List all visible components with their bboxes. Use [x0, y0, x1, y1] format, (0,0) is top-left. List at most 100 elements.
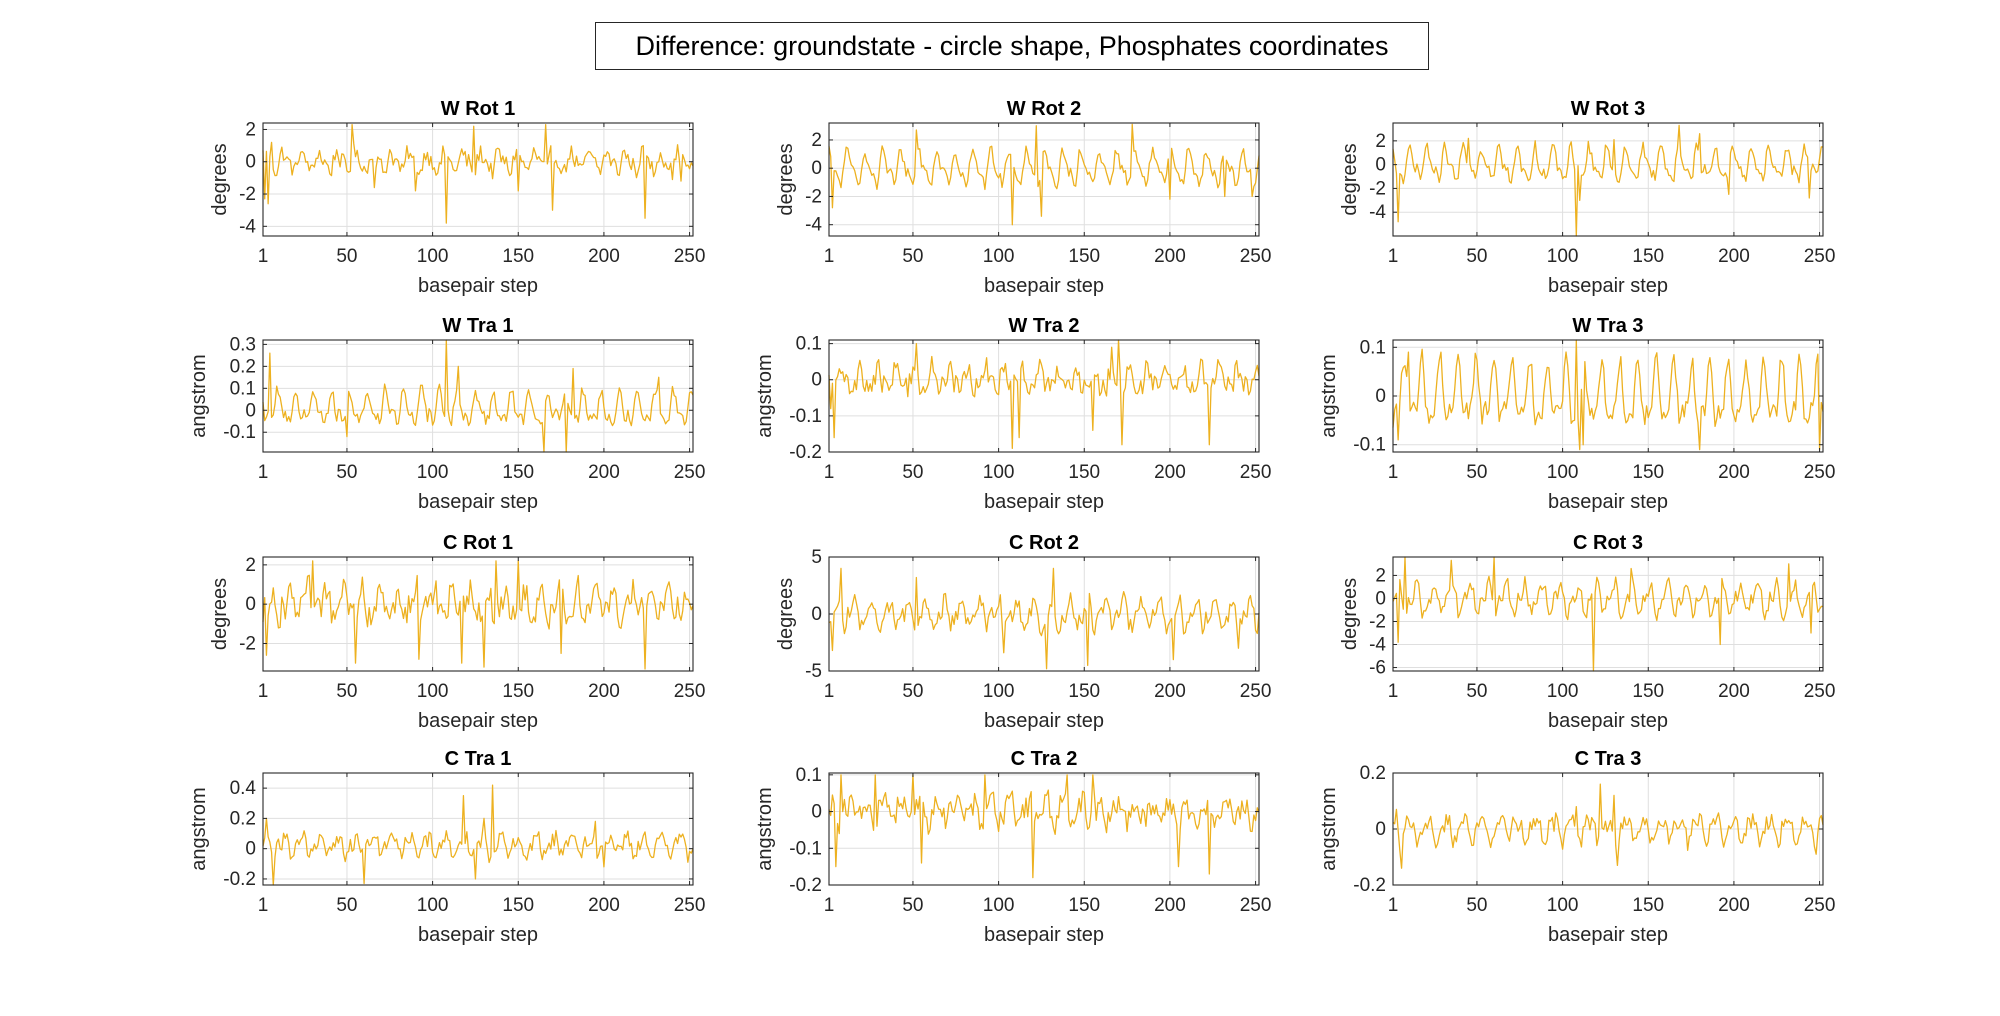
y-axis-label: degrees	[1339, 578, 1361, 650]
y-tick-label: 0	[245, 839, 256, 860]
x-axis-label: basepair step	[984, 710, 1104, 732]
y-tick-label: -2	[1369, 611, 1386, 632]
subplot-title: C Rot 1	[443, 532, 513, 554]
series-line-w-rot-2	[828, 123, 1260, 226]
x-axis-label: basepair step	[984, 491, 1104, 513]
x-tick-label: 250	[1240, 462, 1272, 483]
y-tick-label: 0	[1375, 588, 1386, 609]
x-tick-label: 100	[1547, 895, 1579, 916]
subplot-title: C Tra 2	[1011, 748, 1078, 770]
x-tick-label: 200	[1718, 246, 1750, 267]
subplot-w-tra-2: 1 50 100 150 200 250-0.2-0.100.1W Tra 2basepa…	[754, 315, 1271, 513]
series-line-c-rot-3	[1392, 556, 1824, 672]
x-tick-label: 50	[1466, 246, 1487, 267]
y-tick-label: -2	[239, 184, 256, 205]
x-axis-label: basepair step	[418, 275, 538, 297]
x-tick-label: 200	[1718, 681, 1750, 702]
axes-box	[1392, 122, 1824, 237]
x-tick-label: 200	[1154, 246, 1186, 267]
x-tick-label: 150	[502, 681, 534, 702]
subplot-title: C Tra 3	[1575, 748, 1642, 770]
x-tick-label: 250	[674, 246, 706, 267]
x-tick-label: 100	[417, 895, 449, 916]
x-tick-label: 100	[1547, 462, 1579, 483]
series-line-w-tra-1	[262, 339, 694, 453]
x-tick-label: 100	[983, 681, 1015, 702]
x-tick-label: 150	[502, 462, 534, 483]
x-axis-label: basepair step	[984, 924, 1104, 946]
y-tick-label: -0.2	[223, 869, 256, 890]
plot-area	[1393, 123, 1823, 236]
y-tick-label: -0.1	[789, 406, 822, 427]
x-tick-label: 250	[674, 462, 706, 483]
y-tick-label: -2	[239, 633, 256, 654]
y-tick-label: 0.4	[230, 778, 257, 799]
subplot-title: W Rot 1	[441, 98, 515, 120]
y-tick-label: 0.1	[796, 334, 822, 355]
y-tick-label: 0.2	[230, 356, 256, 377]
x-tick-label: 200	[588, 895, 620, 916]
y-tick-label: 2	[245, 555, 256, 576]
x-tick-label: 1	[1388, 681, 1399, 702]
x-tick-label: 50	[336, 246, 357, 267]
x-tick-label: 1	[824, 462, 835, 483]
y-tick-label: -4	[239, 216, 256, 237]
x-tick-label: 150	[1068, 681, 1100, 702]
x-axis-label: basepair step	[418, 710, 538, 732]
y-tick-label: 2	[245, 119, 256, 140]
x-tick-label: 50	[902, 681, 923, 702]
y-axis-label: degrees	[1339, 143, 1361, 215]
y-tick-label: -6	[1369, 658, 1386, 679]
series-line-c-tra-1	[262, 784, 694, 886]
y-tick-label: 0.3	[230, 334, 256, 355]
series-line-w-tra-2	[828, 339, 1260, 450]
x-tick-label: 250	[1804, 246, 1836, 267]
y-tick-label: 0.2	[1360, 763, 1386, 784]
x-tick-label: 250	[1240, 895, 1272, 916]
y-tick-label: -0.2	[789, 875, 822, 896]
y-axis-label: angstrom	[1318, 354, 1340, 437]
x-axis-label: basepair step	[1548, 275, 1668, 297]
subplot-title: W Tra 1	[442, 315, 513, 337]
x-tick-label: 1	[1388, 895, 1399, 916]
y-tick-label: 0	[1375, 819, 1386, 840]
x-tick-label: 1	[1388, 462, 1399, 483]
x-tick-label: 50	[336, 462, 357, 483]
x-tick-label: 250	[674, 681, 706, 702]
y-tick-label: -0.1	[789, 838, 822, 859]
x-tick-label: 100	[983, 246, 1015, 267]
figure-title: Difference: groundstate - circle shape, …	[595, 22, 1429, 70]
x-tick-label: 100	[417, 246, 449, 267]
x-axis-label: basepair step	[418, 924, 538, 946]
y-tick-label: -0.2	[1353, 875, 1386, 896]
x-axis-label: basepair step	[418, 491, 538, 513]
axes-box	[828, 772, 1260, 886]
x-axis-label: basepair step	[1548, 491, 1668, 513]
y-tick-label: -0.2	[789, 442, 822, 463]
x-tick-label: 50	[902, 462, 923, 483]
x-tick-label: 150	[1068, 462, 1100, 483]
x-tick-label: 1	[824, 681, 835, 702]
y-tick-label: 0	[245, 152, 256, 173]
subplot-title: C Rot 3	[1573, 532, 1643, 554]
x-tick-label: 200	[588, 681, 620, 702]
series-line-c-tra-3	[1392, 783, 1824, 869]
y-tick-label: -2	[1369, 178, 1386, 199]
x-tick-label: 150	[502, 895, 534, 916]
y-tick-label: 0.1	[796, 765, 822, 786]
y-tick-label: 2	[1375, 131, 1386, 152]
plot-area	[1393, 557, 1823, 671]
x-tick-label: 100	[417, 681, 449, 702]
y-tick-label: -4	[1369, 202, 1386, 223]
subplot-title: W Rot 2	[1007, 98, 1081, 120]
y-tick-label: 0	[1375, 155, 1386, 176]
x-tick-label: 100	[983, 462, 1015, 483]
y-tick-label: 2	[1375, 565, 1386, 586]
x-tick-label: 150	[1068, 895, 1100, 916]
subplot-title: W Tra 3	[1572, 315, 1643, 337]
